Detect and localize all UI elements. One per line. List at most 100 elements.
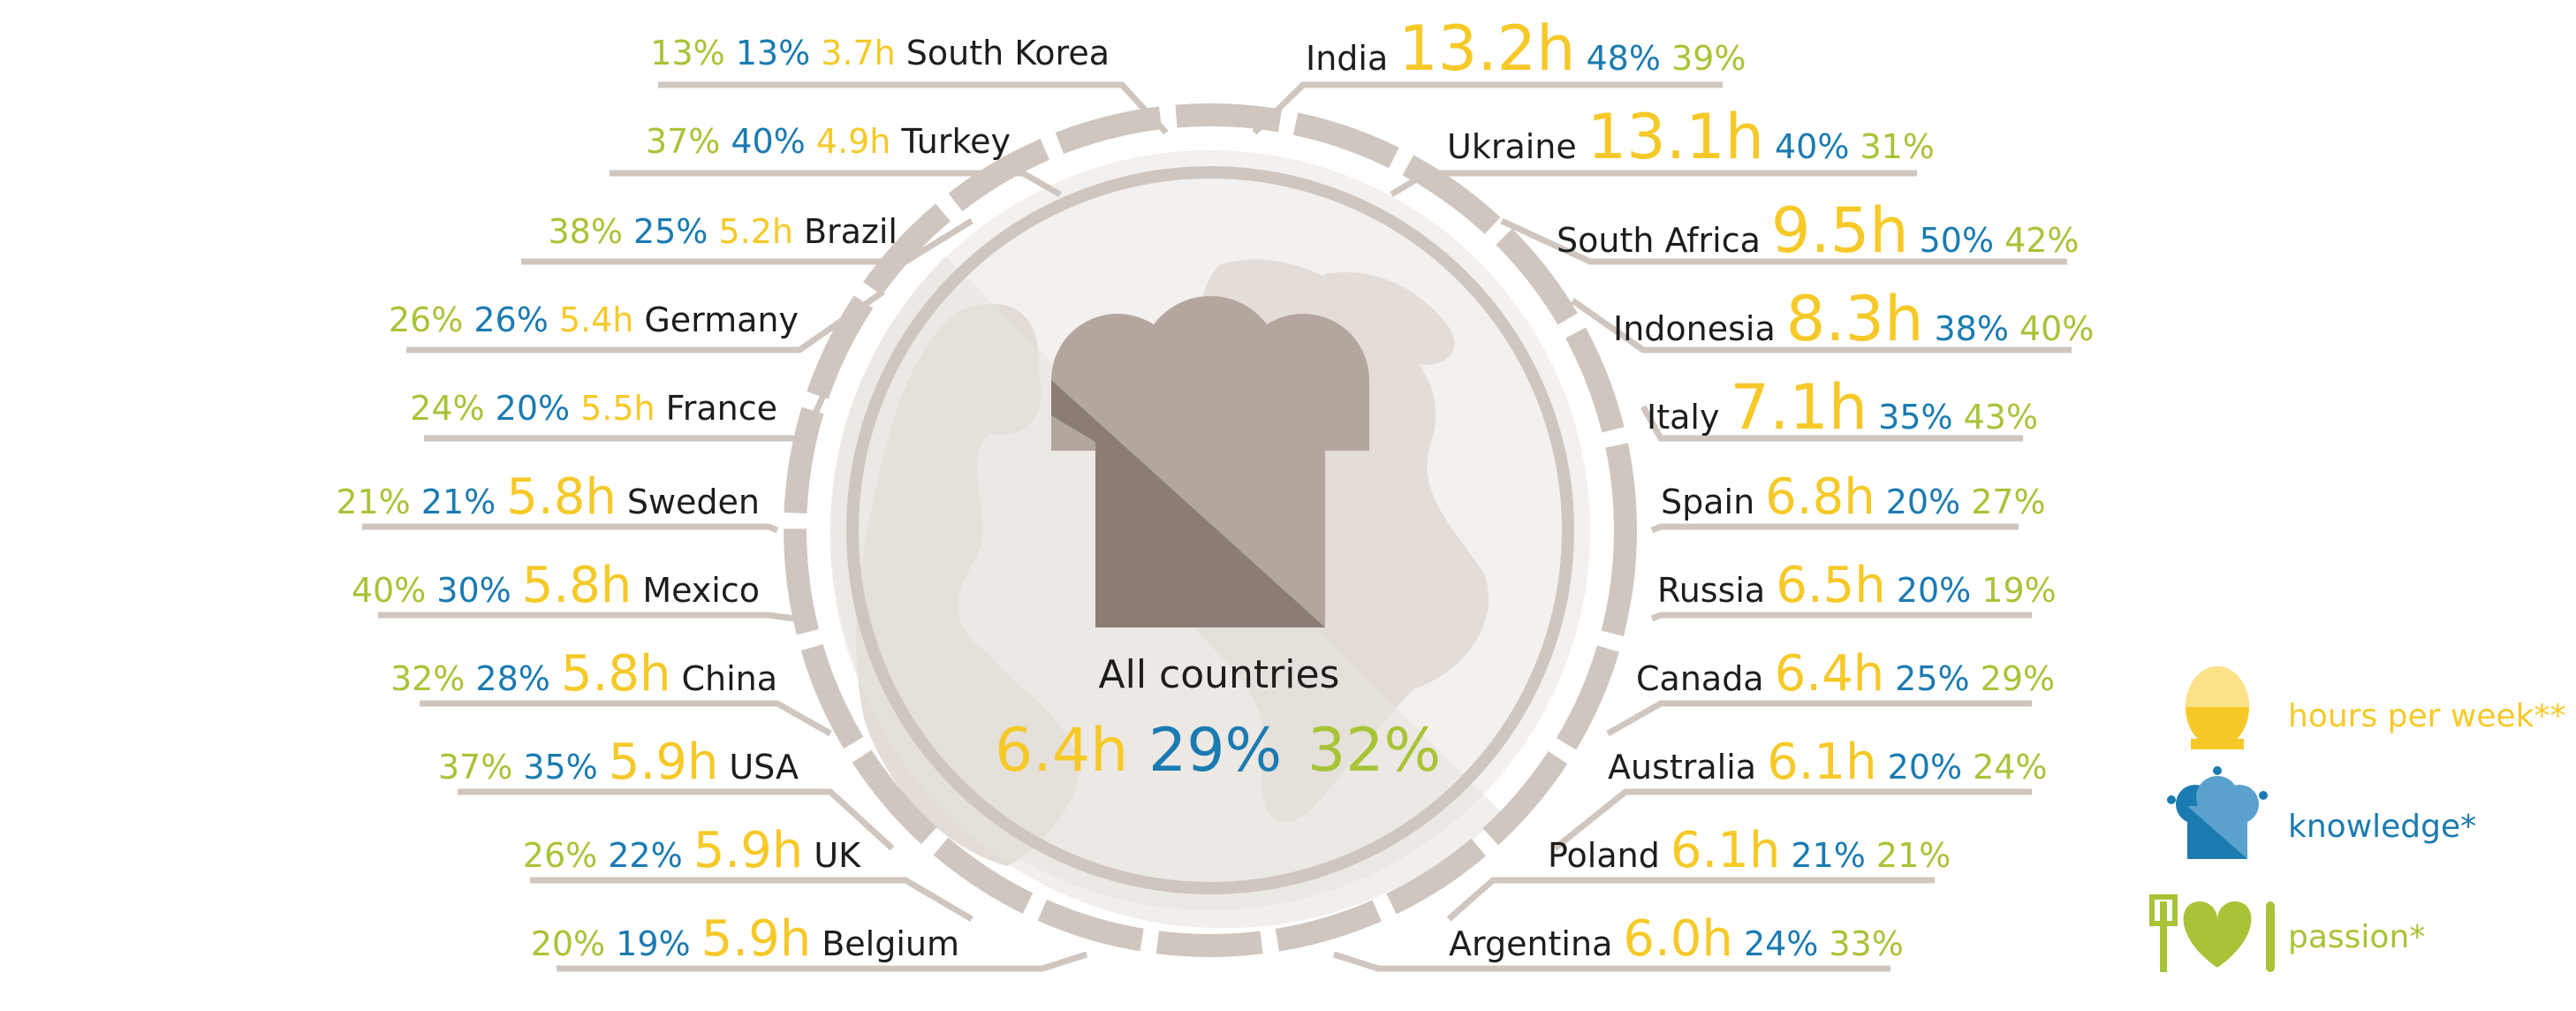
knowledge-value: 13% bbox=[735, 34, 811, 72]
passion-value: 27% bbox=[1971, 483, 2046, 521]
all-countries-hours: 6.4h bbox=[995, 716, 1129, 786]
country-row-belgium: 20% 19% 5.9h Belgium bbox=[531, 910, 959, 968]
legend-passion-label: passion* bbox=[2288, 919, 2426, 955]
knowledge-value: 35% bbox=[1878, 398, 1953, 437]
all-countries-knowledge: 29% bbox=[1148, 716, 1283, 786]
hours-value: 5.8h bbox=[521, 557, 633, 614]
country-name: Mexico bbox=[642, 571, 760, 610]
country-name: Italy bbox=[1647, 398, 1720, 437]
egg-timer-icon bbox=[2186, 666, 2249, 749]
country-row-canada: Canada 6.4h 25% 29% bbox=[1636, 645, 2055, 703]
country-row-south-korea: 13% 13% 3.7h South Korea bbox=[650, 34, 1110, 72]
country-row-argentina: Argentina 6.0h 24% 33% bbox=[1449, 910, 1904, 968]
country-name: Ukraine bbox=[1447, 127, 1577, 166]
country-name: Poland bbox=[1548, 836, 1660, 875]
country-row-usa: 37% 35% 5.9h USA bbox=[438, 734, 799, 791]
knowledge-value: 24% bbox=[1743, 924, 1819, 963]
knowledge-value: 20% bbox=[1887, 748, 1963, 787]
country-name: India bbox=[1306, 39, 1389, 78]
hours-value: 13.2h bbox=[1398, 12, 1576, 85]
connector-lines bbox=[362, 81, 2072, 972]
hours-value: 5.9h bbox=[701, 910, 812, 968]
hours-value: 6.8h bbox=[1765, 468, 1875, 526]
country-name: USA bbox=[729, 748, 799, 787]
knowledge-value: 28% bbox=[475, 659, 550, 698]
passion-value: 13% bbox=[650, 34, 725, 72]
knowledge-value: 25% bbox=[633, 212, 708, 251]
knowledge-value: 38% bbox=[1934, 309, 2009, 348]
country-row-russia: Russia 6.5h 20% 19% bbox=[1657, 557, 2057, 614]
all-countries-passion: 32% bbox=[1307, 716, 1442, 786]
hours-value: 6.4h bbox=[1774, 645, 1885, 703]
country-row-ukraine: Ukraine 13.1h 40% 31% bbox=[1447, 101, 1935, 173]
country-row-germany: 26% 26% 5.4h Germany bbox=[389, 300, 799, 339]
knowledge-value: 40% bbox=[1774, 127, 1850, 166]
hours-value: 9.5h bbox=[1770, 194, 1909, 267]
hours-value: 5.9h bbox=[608, 734, 719, 791]
passion-value: 21% bbox=[1875, 836, 1951, 875]
passion-value: 21% bbox=[336, 483, 411, 521]
knowledge-value: 35% bbox=[523, 748, 598, 787]
hours-value: 5.4h bbox=[558, 300, 634, 339]
passion-value: 26% bbox=[388, 300, 464, 339]
passion-value: 29% bbox=[1980, 659, 2056, 698]
country-name: Spain bbox=[1661, 483, 1755, 521]
country-name: Turkey bbox=[901, 122, 1011, 161]
passion-value: 42% bbox=[2004, 221, 2080, 260]
knowledge-value: 48% bbox=[1586, 39, 1661, 78]
passion-value: 40% bbox=[2019, 309, 2095, 348]
knowledge-value: 50% bbox=[1919, 221, 1995, 260]
hours-value: 8.3h bbox=[1785, 283, 1924, 355]
country-name: South Africa bbox=[1557, 221, 1761, 260]
country-row-china: 32% 28% 5.8h China bbox=[390, 645, 777, 703]
knowledge-value: 20% bbox=[1885, 483, 1961, 521]
country-name: Belgium bbox=[822, 924, 959, 963]
country-row-south-africa: South Africa 9.5h 50% 42% bbox=[1557, 194, 2080, 267]
country-row-india: India 13.2h 48% 39% bbox=[1306, 12, 1746, 85]
passion-value: 32% bbox=[390, 659, 466, 698]
country-name: Germany bbox=[644, 300, 799, 339]
passion-value: 19% bbox=[1981, 571, 2057, 610]
knowledge-value: 40% bbox=[731, 122, 806, 161]
passion-value: 20% bbox=[530, 924, 606, 963]
hours-value: 3.7h bbox=[821, 34, 896, 72]
hours-value: 6.1h bbox=[1670, 822, 1781, 879]
country-name: Russia bbox=[1657, 571, 1766, 610]
passion-value: 24% bbox=[1973, 748, 2048, 787]
country-row-italy: Italy 7.1h 35% 43% bbox=[1647, 371, 2038, 444]
knowledge-value: 21% bbox=[420, 483, 496, 521]
passion-value: 33% bbox=[1829, 924, 1904, 963]
hours-value: 6.5h bbox=[1776, 557, 1886, 614]
knowledge-value: 20% bbox=[495, 389, 571, 428]
heart-cutlery-icon bbox=[2149, 894, 2275, 972]
country-name: South Korea bbox=[905, 34, 1110, 72]
country-row-brazil: 38% 25% 5.2h Brazil bbox=[548, 212, 898, 251]
knowledge-value: 25% bbox=[1895, 659, 1970, 698]
knowledge-value: 19% bbox=[616, 924, 691, 963]
country-name: Brazil bbox=[803, 212, 898, 251]
legend-knowledge-label: knowledge* bbox=[2288, 809, 2477, 845]
country-row-mexico: 40% 30% 5.8h Mexico bbox=[352, 557, 760, 614]
passion-value: 40% bbox=[351, 571, 427, 610]
country-name: Argentina bbox=[1449, 924, 1613, 963]
country-row-spain: Spain 6.8h 20% 27% bbox=[1661, 468, 2046, 526]
hours-value: 13.1h bbox=[1587, 101, 1764, 173]
passion-value: 31% bbox=[1860, 127, 1935, 166]
knowledge-value: 30% bbox=[436, 571, 511, 610]
hours-value: 7.1h bbox=[1730, 371, 1868, 444]
country-row-uk: 26% 22% 5.9h UK bbox=[523, 822, 860, 879]
legend-hours-label: hours per week** bbox=[2288, 698, 2566, 734]
hours-value: 6.0h bbox=[1623, 910, 1733, 968]
passion-value: 26% bbox=[522, 836, 598, 875]
country-name: Indonesia bbox=[1613, 309, 1776, 348]
country-row-poland: Poland 6.1h 21% 21% bbox=[1548, 822, 1951, 879]
passion-value: 37% bbox=[645, 122, 721, 161]
knowledge-value: 22% bbox=[608, 836, 683, 875]
all-countries-title: All countries bbox=[1098, 652, 1340, 697]
country-row-australia: Australia 6.1h 20% 24% bbox=[1608, 734, 2048, 791]
knowledge-value: 20% bbox=[1896, 571, 1972, 610]
country-row-sweden: 21% 21% 5.8h Sweden bbox=[336, 468, 760, 526]
passion-value: 39% bbox=[1671, 39, 1746, 78]
country-name: UK bbox=[814, 836, 860, 875]
